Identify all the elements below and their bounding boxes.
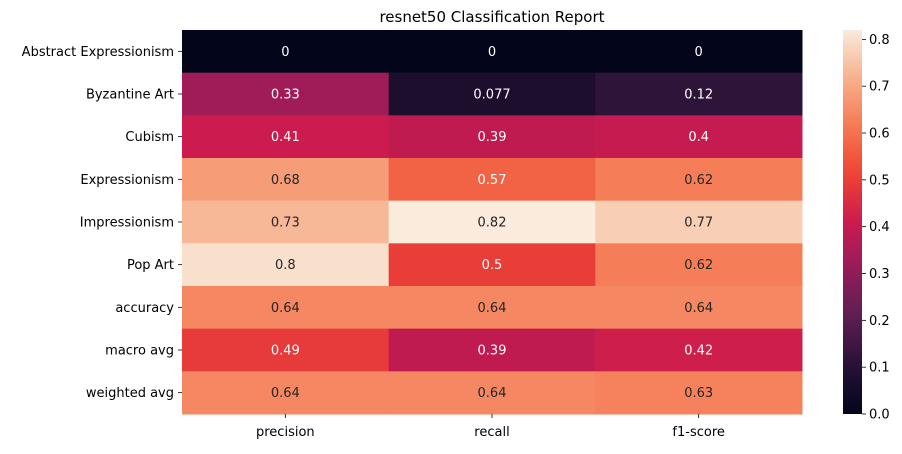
y-tick-label: Pop Art xyxy=(127,258,174,273)
colorbar-tick-label: 0.8 xyxy=(869,33,890,48)
cell-value-label: 0.42 xyxy=(684,344,713,359)
colorbar: 0.0 0.1 0.2 0.3 0.4 0.5 0.6 0.7 0.8 xyxy=(843,30,890,423)
heatmap-cell xyxy=(388,286,596,330)
y-tick-label: Cubism xyxy=(125,130,174,145)
heatmap-cell xyxy=(182,30,390,74)
x-tick-label: recall xyxy=(474,425,509,440)
cell-value-label: 0.57 xyxy=(478,173,507,188)
heatmap-cells: 0 0 0 0.33 0.077 0.12 0.41 0.39 0.4 0.68 0.57 0.62 0… xyxy=(182,30,803,415)
heatmap-cell xyxy=(388,158,596,202)
heatmap-cell xyxy=(595,286,803,330)
cell-value-label: 0.077 xyxy=(473,88,510,103)
cell-value-label: 0.62 xyxy=(684,258,713,273)
colorbar-tick-label: 0.5 xyxy=(869,173,890,188)
cell-value-label: 0.64 xyxy=(478,386,507,401)
y-tick-label: Expressionism xyxy=(80,173,174,188)
cell-value-label: 0.49 xyxy=(271,344,300,359)
colorbar-tick-label: 0.0 xyxy=(869,408,890,423)
heatmap-cell xyxy=(388,72,596,116)
chart-title: resnet50 Classification Report xyxy=(379,8,604,26)
heatmap-cell xyxy=(388,371,596,415)
colorbar-gradient xyxy=(843,30,862,414)
heatmap-cell xyxy=(182,200,390,244)
cell-value-label: 0.68 xyxy=(271,173,300,188)
cell-value-label: 0 xyxy=(488,45,496,60)
cell-value-label: 0 xyxy=(281,45,289,60)
y-tick-label: Abstract Expressionism xyxy=(22,45,174,60)
cell-value-label: 0.63 xyxy=(684,386,713,401)
heatmap-cell xyxy=(388,243,596,287)
colorbar-tick-label: 0.2 xyxy=(869,314,890,329)
cell-value-label: 0.41 xyxy=(271,130,300,145)
y-tick-label: Impressionism xyxy=(80,216,174,231)
cell-value-label: 0.64 xyxy=(271,301,300,316)
colorbar-tick-label: 0.3 xyxy=(869,267,890,282)
colorbar-tick-label: 0.7 xyxy=(869,80,890,95)
heatmap-cell xyxy=(182,243,390,287)
y-tick-label: Byzantine Art xyxy=(86,88,174,103)
cell-value-label: 0.77 xyxy=(684,216,713,231)
heatmap-cell xyxy=(595,371,803,415)
y-tick-label: weighted avg xyxy=(86,386,174,401)
y-tick-label: macro avg xyxy=(105,344,174,359)
heatmap-cell xyxy=(388,30,596,74)
cell-value-label: 0 xyxy=(695,45,703,60)
heatmap-cell xyxy=(595,30,803,74)
heatmap-cell xyxy=(182,115,390,159)
cell-value-label: 0.4 xyxy=(688,130,709,145)
heatmap-cell xyxy=(595,72,803,116)
cell-value-label: 0.8 xyxy=(275,258,296,273)
heatmap-cell xyxy=(182,158,390,202)
cell-value-label: 0.64 xyxy=(271,386,300,401)
heatmap-cell xyxy=(595,243,803,287)
cell-value-label: 0.39 xyxy=(478,130,507,145)
y-tick-label: accuracy xyxy=(115,301,174,316)
cell-value-label: 0.64 xyxy=(684,301,713,316)
heatmap-cell xyxy=(182,286,390,330)
cell-value-label: 0.82 xyxy=(478,216,507,231)
row-labels: Abstract Expressionism Byzantine Art Cubis… xyxy=(22,45,182,401)
cell-value-label: 0.62 xyxy=(684,173,713,188)
colorbar-tick-label: 0.1 xyxy=(869,361,890,376)
heatmap-cell xyxy=(595,158,803,202)
heatmap-cell xyxy=(595,328,803,372)
cell-value-label: 0.73 xyxy=(271,216,300,231)
heatmap-cell xyxy=(182,371,390,415)
heatmap-cell xyxy=(595,200,803,244)
column-labels: precision recall f1-score xyxy=(256,414,725,440)
colorbar-tick-label: 0.4 xyxy=(869,220,890,235)
cell-value-label: 0.64 xyxy=(478,301,507,316)
x-tick-label: precision xyxy=(256,425,315,440)
cell-value-label: 0.5 xyxy=(482,258,503,273)
heatmap-cell xyxy=(182,72,390,116)
heatmap-cell xyxy=(388,200,596,244)
cell-value-label: 0.39 xyxy=(478,344,507,359)
heatmap-cell xyxy=(595,115,803,159)
x-tick-label: f1-score xyxy=(672,425,724,440)
cell-value-label: 0.33 xyxy=(271,88,300,103)
heatmap-cell xyxy=(182,328,390,372)
heatmap-cell xyxy=(388,328,596,372)
cell-value-label: 0.12 xyxy=(684,88,713,103)
heatmap-cell xyxy=(388,115,596,159)
colorbar-tick-label: 0.6 xyxy=(869,127,890,142)
